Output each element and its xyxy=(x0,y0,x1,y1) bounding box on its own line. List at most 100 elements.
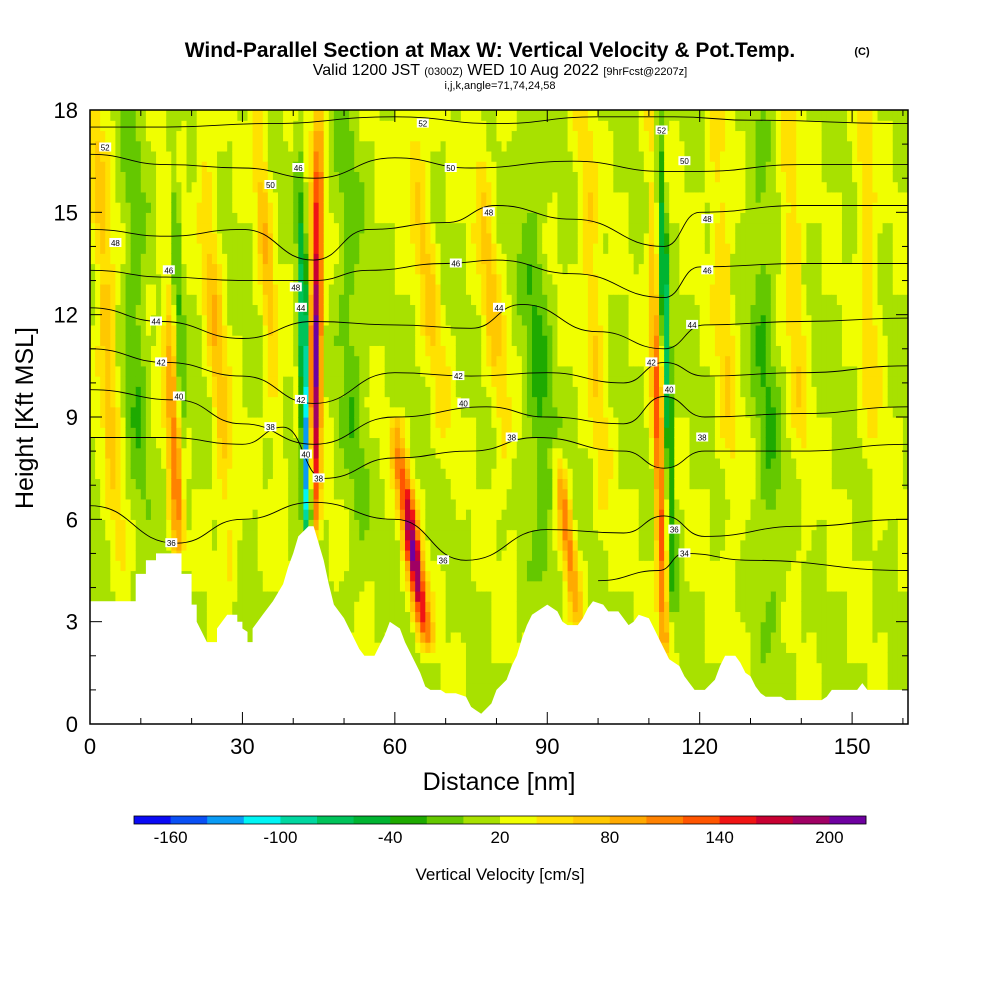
velocity-cell xyxy=(481,642,487,653)
velocity-cell xyxy=(364,345,371,357)
velocity-cell xyxy=(166,376,172,387)
velocity-cell xyxy=(206,386,213,398)
velocity-cell xyxy=(145,519,152,531)
velocity-cell xyxy=(303,406,310,418)
velocity-cell xyxy=(344,417,350,428)
velocity-cell xyxy=(491,457,498,469)
velocity-cell xyxy=(150,345,157,357)
velocity-cell xyxy=(374,570,381,582)
velocity-cell xyxy=(425,406,432,418)
velocity-cell xyxy=(191,437,198,449)
velocity-cell xyxy=(125,590,132,602)
velocity-cell xyxy=(379,590,386,602)
velocity-cell xyxy=(338,345,345,357)
velocity-cell xyxy=(425,130,432,142)
velocity-cell xyxy=(415,181,421,193)
velocity-cell xyxy=(455,232,462,244)
velocity-cell xyxy=(120,335,127,346)
velocity-cell xyxy=(333,345,340,357)
velocity-cell xyxy=(171,417,177,428)
velocity-cell xyxy=(267,457,274,469)
velocity-cell xyxy=(389,488,396,500)
velocity-cell xyxy=(166,529,172,541)
velocity-cell xyxy=(425,304,432,316)
velocity-cell xyxy=(374,263,381,275)
velocity-cell xyxy=(272,273,279,285)
velocity-cell xyxy=(262,478,269,490)
velocity-cell xyxy=(333,140,340,152)
velocity-cell xyxy=(237,150,244,162)
velocity-cell xyxy=(450,560,457,572)
velocity-cell xyxy=(201,396,208,408)
velocity-cell xyxy=(156,212,162,224)
velocity-cell xyxy=(491,417,498,428)
velocity-cell xyxy=(491,519,498,531)
velocity-cell xyxy=(186,304,193,316)
velocity-cell xyxy=(277,110,284,121)
velocity-cell xyxy=(171,171,177,183)
velocity-cell xyxy=(262,191,269,203)
velocity-cell xyxy=(354,120,360,132)
velocity-cell xyxy=(445,580,452,592)
velocity-cell xyxy=(272,232,279,244)
velocity-cell xyxy=(105,110,111,121)
velocity-cell xyxy=(410,631,416,643)
velocity-cell xyxy=(481,222,487,234)
velocity-cell xyxy=(481,529,487,541)
velocity-cell xyxy=(349,355,355,367)
velocity-cell xyxy=(171,110,177,121)
velocity-cell xyxy=(394,498,401,510)
velocity-cell xyxy=(435,652,442,664)
velocity-cell xyxy=(496,519,503,531)
velocity-cell xyxy=(186,498,193,510)
velocity-cell xyxy=(338,222,345,234)
velocity-cell xyxy=(237,202,244,213)
velocity-cell xyxy=(481,304,487,316)
velocity-cell xyxy=(338,437,345,449)
velocity-cell xyxy=(476,294,482,306)
velocity-cell xyxy=(191,345,198,357)
velocity-cell xyxy=(130,406,137,418)
velocity-cell xyxy=(247,355,254,367)
velocity-cell xyxy=(211,447,218,459)
velocity-cell xyxy=(501,335,508,346)
velocity-cell xyxy=(232,488,238,500)
velocity-cell xyxy=(272,570,279,582)
velocity-cell xyxy=(481,191,487,203)
velocity-cell xyxy=(440,181,447,193)
velocity-cell xyxy=(338,140,345,152)
velocity-cell xyxy=(501,232,508,244)
velocity-cell xyxy=(293,386,299,398)
velocity-cell xyxy=(303,417,310,428)
velocity-cell xyxy=(450,110,457,121)
velocity-cell xyxy=(486,631,492,643)
velocity-cell xyxy=(130,539,137,551)
velocity-cell xyxy=(110,468,116,479)
velocity-cell xyxy=(455,376,462,387)
velocity-cell xyxy=(384,120,391,132)
velocity-cell xyxy=(191,478,198,490)
velocity-cell xyxy=(120,447,127,459)
velocity-cell xyxy=(222,150,228,162)
velocity-cell xyxy=(369,539,376,551)
velocity-cell xyxy=(440,683,447,694)
velocity-cell xyxy=(166,232,172,244)
velocity-cell xyxy=(410,427,416,439)
velocity-cell xyxy=(328,314,335,326)
velocity-cell xyxy=(176,304,183,316)
velocity-cell xyxy=(277,580,284,592)
velocity-cell xyxy=(217,304,223,316)
velocity-cell xyxy=(333,120,340,132)
velocity-cell xyxy=(318,202,325,213)
velocity-cell xyxy=(308,345,315,357)
velocity-cell xyxy=(506,376,513,387)
velocity-cell xyxy=(186,488,193,500)
velocity-cell xyxy=(384,263,391,275)
velocity-cell xyxy=(486,324,492,336)
velocity-cell xyxy=(471,447,477,459)
velocity-cell xyxy=(364,161,371,172)
velocity-cell xyxy=(140,273,147,285)
velocity-cell xyxy=(130,488,137,500)
velocity-cell xyxy=(496,529,503,541)
velocity-cell xyxy=(171,396,177,408)
